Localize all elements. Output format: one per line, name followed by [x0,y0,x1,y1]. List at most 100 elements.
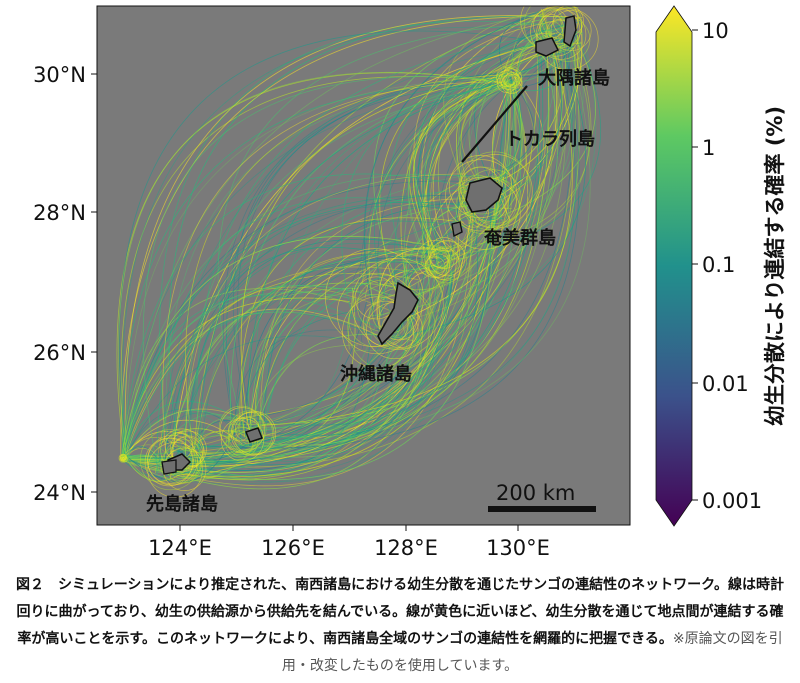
connectivity-link [263,202,502,423]
connectivity-link [389,38,570,302]
connectivity-link [120,16,571,461]
connectivity-loop [507,73,521,87]
connectivity-loop [219,407,266,453]
connectivity-link [125,47,544,463]
connectivity-loop [160,428,204,473]
connectivity-loop [362,300,409,347]
connectivity-link [414,40,551,271]
connectivity-link [417,21,581,269]
colorbar-tick-label: 0.01 [702,372,749,396]
connectivity-link [249,246,434,424]
connectivity-loop [463,169,522,228]
connectivity-link [441,21,573,260]
connectivity-link [122,45,550,464]
connectivity-link [122,85,510,460]
connectivity-link [240,75,506,429]
connectivity-link [341,72,513,317]
connectivity-link [191,272,453,462]
connectivity-loop [230,412,275,456]
connectivity-link [170,282,408,456]
x-tick-label: 128°E [374,536,438,560]
x-tick-label: 124°E [148,536,212,560]
connectivity-link [125,309,395,459]
connectivity-link [426,36,590,258]
connectivity-link [393,78,516,320]
island-miyako [245,427,263,443]
connectivity-link [368,224,500,291]
connectivity-link [157,196,496,480]
connectivity-link [122,285,388,459]
connectivity-link [226,72,505,420]
connectivity-link [247,79,513,424]
connectivity-link [198,81,506,468]
connectivity-loop [536,8,599,70]
connectivity-link [125,82,508,458]
connectivity-link [173,80,509,476]
y-tick-label: 26°N [33,341,86,365]
connectivity-link [248,210,479,436]
connectivity-link [201,270,454,466]
colorbar-tick-label: 10 [702,19,729,43]
connectivity-loop [420,244,451,275]
connectivity-link [447,22,602,259]
connectivity-link [391,33,587,339]
island-tokunoshima [451,221,463,238]
connectivity-link [125,335,358,457]
connectivity-link [440,216,469,269]
connectivity-loop [351,257,444,350]
connectivity-link [256,281,370,436]
connectivity-loop [500,71,520,91]
connectivity-link [232,82,507,422]
connectivity-loop [496,65,518,87]
x-tick-label: 126°E [261,536,325,560]
region-label-sakishima: 先島諸島 [146,493,218,515]
connectivity-link [126,293,408,477]
connectivity-link [263,16,591,448]
connectivity-link [176,78,510,480]
connectivity-link [118,72,516,460]
connectivity-link [511,30,578,78]
connectivity-loop [550,10,592,52]
connectivity-link [244,257,440,437]
tokara-bracket [461,85,528,163]
connectivity-link [450,13,584,273]
colorbar-bar [655,5,693,527]
connectivity-link [194,417,255,459]
connectivity-link [122,51,577,468]
connectivity-link [428,50,573,260]
connectivity-loop [445,159,518,232]
connectivity-link [458,13,542,191]
connectivity-link [261,30,550,437]
connectivity-link [377,86,511,292]
connectivity-loop [425,253,451,278]
connectivity-link [414,32,556,274]
colorbar-tick-label: 0.1 [702,253,735,277]
connectivity-link [421,73,505,246]
region-label-amami: 奄美群島 [483,227,556,249]
connectivity-loop [447,176,521,250]
y-tick-label: 24°N [33,481,86,505]
connectivity-link [443,8,564,179]
connectivity-link [121,26,562,460]
connectivity-link [234,84,522,449]
connectivity-link [263,247,447,449]
connectivity-link [123,273,419,459]
scale-bar-label: 200 km [496,481,575,505]
connectivity-link [159,20,570,435]
connectivity-link [260,198,501,436]
connectivity-link [121,82,505,461]
colorbar-tick-label: 0.001 [702,489,762,513]
connectivity-link [489,87,535,176]
connectivity-link [238,272,437,441]
connectivity-link [490,8,596,221]
x-tick-label: 130°E [486,536,550,560]
connectivity-link [118,30,557,456]
connectivity-loop [427,240,468,281]
connectivity-link [427,75,513,264]
connectivity-link [122,311,389,456]
connectivity-link [217,23,539,444]
connectivity-link [239,35,576,441]
island-outlines [161,15,577,475]
connectivity-loop [220,418,265,462]
figure-caption: 図２ シミュレーションにより推定された、南西諸島における幼生分散を通じたサンゴの… [12,572,788,680]
